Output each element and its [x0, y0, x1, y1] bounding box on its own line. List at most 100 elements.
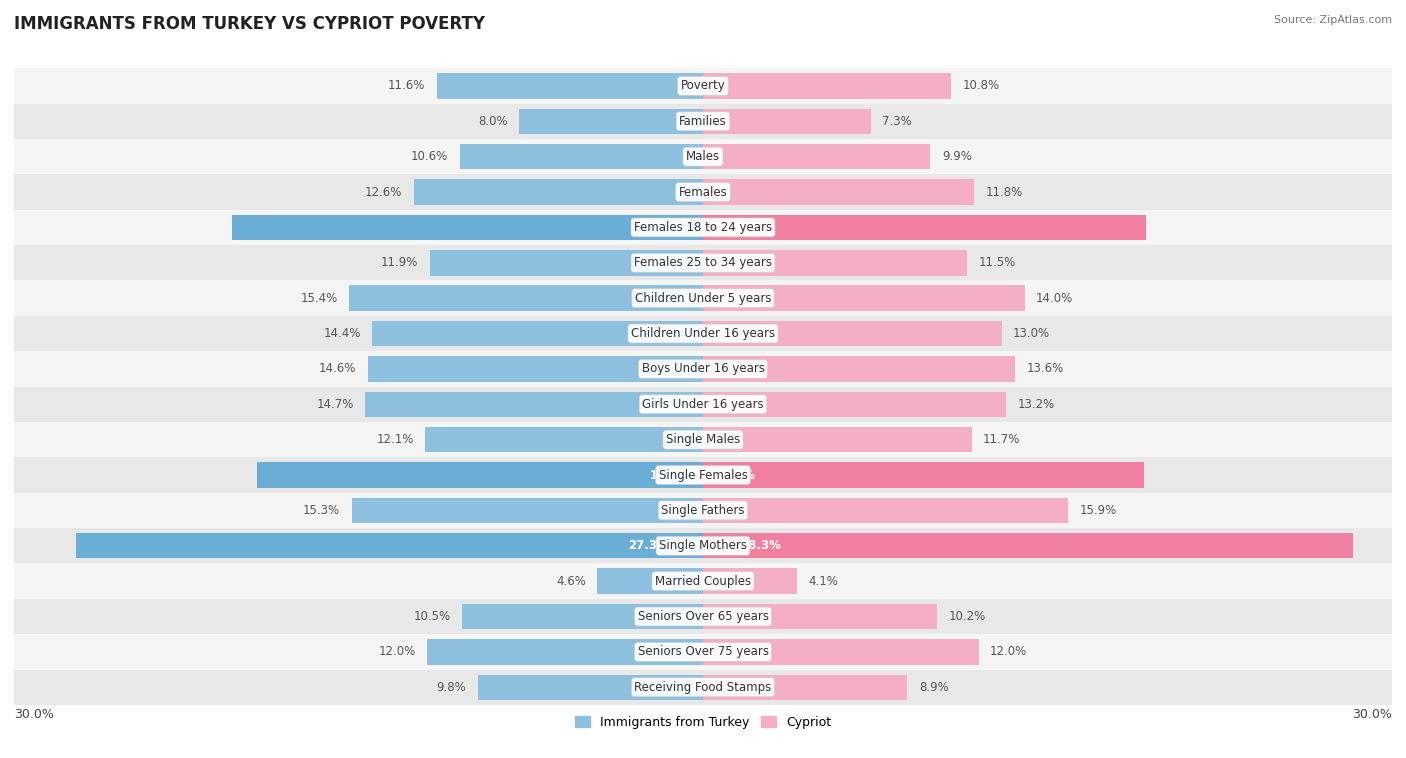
Text: Females: Females [679, 186, 727, 199]
Bar [14, 139, 1392, 174]
Bar [232, 215, 703, 240]
Bar [703, 427, 972, 453]
Text: 11.5%: 11.5% [979, 256, 1015, 269]
Text: Children Under 16 years: Children Under 16 years [631, 327, 775, 340]
Text: 10.8%: 10.8% [963, 80, 1000, 92]
Bar [703, 392, 1007, 417]
Text: 12.0%: 12.0% [990, 645, 1028, 659]
Bar [703, 568, 797, 594]
Bar [14, 245, 1392, 280]
Text: 11.8%: 11.8% [986, 186, 1022, 199]
Bar [373, 321, 703, 346]
Bar [598, 568, 703, 594]
Text: 19.4%: 19.4% [650, 468, 690, 481]
Text: 11.9%: 11.9% [381, 256, 418, 269]
Text: 11.7%: 11.7% [983, 433, 1021, 446]
Text: 19.2%: 19.2% [716, 468, 756, 481]
Bar [14, 457, 1392, 493]
Text: 9.9%: 9.9% [942, 150, 972, 163]
Text: Females 25 to 34 years: Females 25 to 34 years [634, 256, 772, 269]
Text: 12.6%: 12.6% [364, 186, 402, 199]
Bar [460, 144, 703, 169]
Text: 4.1%: 4.1% [808, 575, 838, 587]
Text: 19.3%: 19.3% [716, 221, 756, 234]
Bar [76, 533, 703, 559]
Bar [14, 316, 1392, 351]
Bar [257, 462, 703, 487]
Text: 8.9%: 8.9% [920, 681, 949, 694]
Bar [703, 144, 931, 169]
Text: IMMIGRANTS FROM TURKEY VS CYPRIOT POVERTY: IMMIGRANTS FROM TURKEY VS CYPRIOT POVERT… [14, 15, 485, 33]
Bar [368, 356, 703, 381]
Bar [703, 180, 974, 205]
Bar [14, 174, 1392, 210]
Text: Males: Males [686, 150, 720, 163]
Text: 4.6%: 4.6% [555, 575, 586, 587]
Text: Girls Under 16 years: Girls Under 16 years [643, 398, 763, 411]
Text: 14.4%: 14.4% [323, 327, 361, 340]
Bar [14, 563, 1392, 599]
Text: 20.5%: 20.5% [647, 221, 688, 234]
Bar [703, 604, 938, 629]
Text: Single Males: Single Males [666, 433, 740, 446]
Text: 15.3%: 15.3% [304, 504, 340, 517]
Text: 14.7%: 14.7% [316, 398, 354, 411]
Bar [519, 108, 703, 134]
Bar [366, 392, 703, 417]
Text: 12.1%: 12.1% [377, 433, 413, 446]
Bar [14, 493, 1392, 528]
Text: 8.0%: 8.0% [478, 114, 508, 128]
Bar [703, 675, 907, 700]
Bar [703, 286, 1025, 311]
Bar [349, 286, 703, 311]
Text: 15.4%: 15.4% [301, 292, 337, 305]
Text: 12.0%: 12.0% [378, 645, 416, 659]
Bar [703, 321, 1001, 346]
Text: 28.3%: 28.3% [740, 539, 780, 553]
Bar [352, 498, 703, 523]
Bar [14, 210, 1392, 245]
Text: Married Couples: Married Couples [655, 575, 751, 587]
Text: 30.0%: 30.0% [14, 709, 53, 722]
Bar [425, 427, 703, 453]
Bar [14, 599, 1392, 634]
Bar [703, 108, 870, 134]
Text: Source: ZipAtlas.com: Source: ZipAtlas.com [1274, 15, 1392, 25]
Text: Single Females: Single Females [658, 468, 748, 481]
Text: 13.0%: 13.0% [1012, 327, 1050, 340]
Text: 27.3%: 27.3% [627, 539, 668, 553]
Bar [478, 675, 703, 700]
Text: Boys Under 16 years: Boys Under 16 years [641, 362, 765, 375]
Bar [14, 422, 1392, 457]
Bar [413, 180, 703, 205]
Bar [14, 351, 1392, 387]
Bar [703, 533, 1353, 559]
Text: 10.5%: 10.5% [413, 610, 450, 623]
Text: Females 18 to 24 years: Females 18 to 24 years [634, 221, 772, 234]
Text: 7.3%: 7.3% [882, 114, 912, 128]
Bar [430, 250, 703, 275]
Bar [703, 74, 950, 99]
Text: 30.0%: 30.0% [1353, 709, 1392, 722]
Bar [14, 68, 1392, 104]
Bar [703, 215, 1146, 240]
Bar [14, 669, 1392, 705]
Bar [437, 74, 703, 99]
Bar [461, 604, 703, 629]
Bar [14, 104, 1392, 139]
Bar [703, 356, 1015, 381]
Text: 10.2%: 10.2% [949, 610, 986, 623]
Text: 14.0%: 14.0% [1036, 292, 1073, 305]
Text: Families: Families [679, 114, 727, 128]
Bar [14, 528, 1392, 563]
Text: Single Mothers: Single Mothers [659, 539, 747, 553]
Text: Receiving Food Stamps: Receiving Food Stamps [634, 681, 772, 694]
Text: 10.6%: 10.6% [411, 150, 449, 163]
Text: Seniors Over 65 years: Seniors Over 65 years [637, 610, 769, 623]
Bar [14, 634, 1392, 669]
Bar [703, 639, 979, 665]
Bar [703, 462, 1144, 487]
Bar [14, 280, 1392, 316]
Legend: Immigrants from Turkey, Cypriot: Immigrants from Turkey, Cypriot [569, 711, 837, 734]
Text: 11.6%: 11.6% [388, 80, 425, 92]
